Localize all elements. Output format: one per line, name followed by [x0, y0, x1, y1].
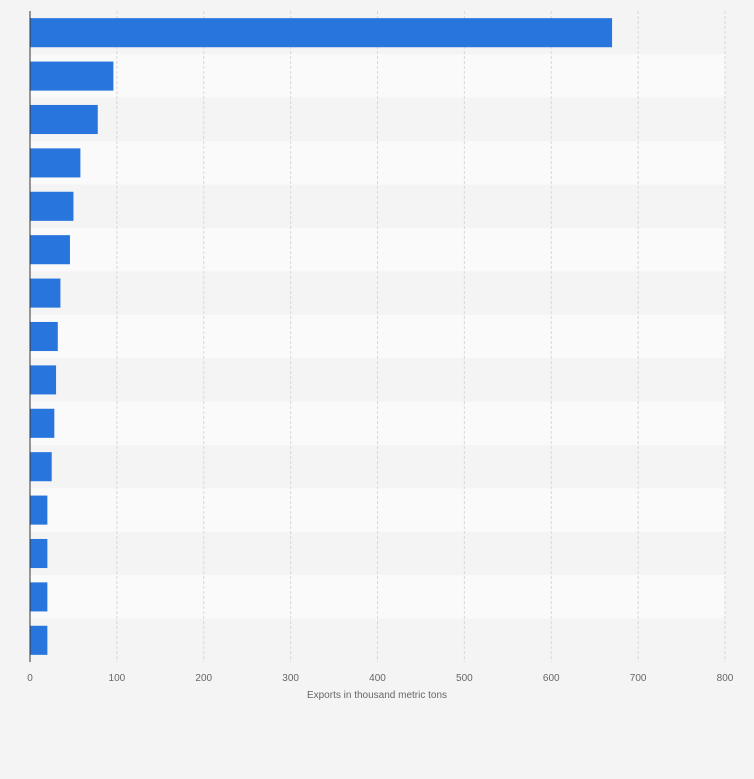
x-axis-title: Exports in thousand metric tons — [307, 690, 447, 701]
gridlines — [116, 11, 726, 662]
bar[interactable] — [30, 321, 58, 352]
row-band — [30, 97, 725, 142]
row-band — [30, 358, 725, 402]
bar[interactable] — [30, 235, 70, 265]
x-tick-label: 500 — [456, 673, 473, 684]
row-band — [30, 488, 725, 532]
x-axis-ticks: 0 100 200 300 400 500 600 700 800 — [27, 673, 734, 684]
x-tick-label: 200 — [195, 673, 212, 684]
bar[interactable] — [30, 365, 57, 395]
bar[interactable] — [30, 104, 98, 135]
bar[interactable] — [30, 148, 81, 178]
bar[interactable] — [30, 452, 52, 482]
row-band — [30, 228, 725, 272]
bar[interactable] — [30, 61, 114, 91]
bar[interactable] — [30, 278, 61, 308]
bar[interactable] — [30, 538, 48, 569]
bars — [30, 18, 613, 655]
x-tick-label: 0 — [27, 673, 33, 684]
bar[interactable] — [30, 18, 613, 48]
x-tick-label: 100 — [109, 673, 126, 684]
x-tick-label: 400 — [369, 673, 386, 684]
x-tick-label: 700 — [630, 673, 647, 684]
x-tick-label: 600 — [543, 673, 560, 684]
bar[interactable] — [30, 582, 48, 612]
bar[interactable] — [30, 408, 55, 438]
bar[interactable] — [30, 625, 48, 655]
x-tick-label: 300 — [282, 673, 299, 684]
row-band — [30, 618, 725, 662]
x-tick-label: 800 — [717, 673, 734, 684]
bar[interactable] — [30, 191, 74, 221]
bar[interactable] — [30, 495, 48, 525]
